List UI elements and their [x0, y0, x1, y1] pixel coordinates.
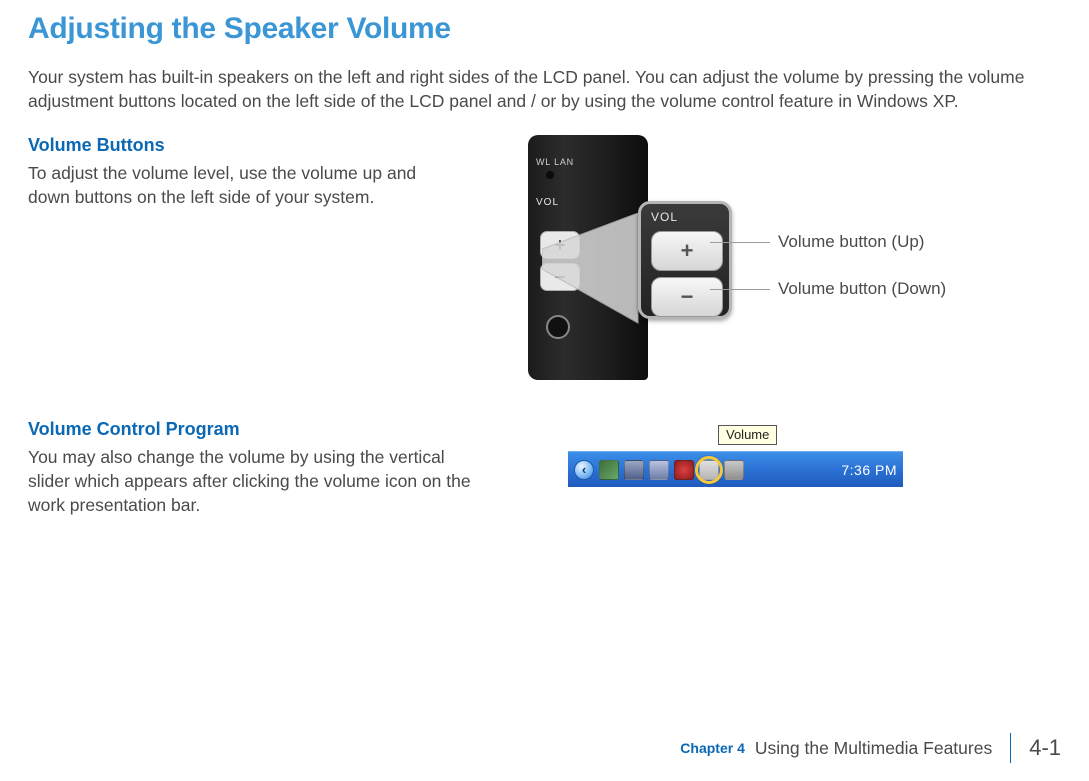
callout-vol-label: VOL [651, 210, 719, 224]
dial-icon [724, 460, 744, 480]
page-title: Adjusting the Speaker Volume [28, 12, 1061, 46]
label-volume-down: Volume button (Down) [778, 279, 946, 299]
section-volume-buttons: Volume Buttons To adjust the volume leve… [28, 135, 1061, 385]
leader-line-down [710, 289, 770, 290]
volume-control-heading: Volume Control Program [28, 419, 488, 440]
footer-chapter: Chapter 4 [680, 740, 745, 756]
shield-icon [674, 460, 694, 480]
intro-paragraph: Your system has built-in speakers on the… [28, 66, 1061, 113]
taskbar-figure: Volume ‹ 7:36 PM [568, 425, 948, 503]
callout-connector [542, 213, 652, 333]
volume-tooltip: Volume [718, 425, 777, 445]
footer-page-number: 4-1 [1029, 735, 1061, 761]
taskbar: ‹ 7:36 PM [568, 451, 903, 487]
device-figure: WL LAN VOL + − VOL + − Volume button (U [488, 135, 948, 385]
wl-lan-label: WL LAN [536, 157, 574, 167]
footer-section: Using the Multimedia Features [755, 738, 992, 759]
callout-volume-up: + [651, 231, 723, 271]
callout-volume-down: − [651, 277, 723, 317]
volume-buttons-body: To adjust the volume level, use the volu… [28, 162, 448, 209]
volume-buttons-heading: Volume Buttons [28, 135, 448, 156]
network-icon [599, 460, 619, 480]
volume-control-body: You may also change the volume by using … [28, 446, 488, 517]
highlight-ring [695, 456, 723, 484]
device-vol-label: VOL [536, 197, 574, 208]
section-volume-control-program: Volume Control Program You may also chan… [28, 419, 1061, 517]
indicator-dot [546, 171, 554, 179]
label-volume-up: Volume button (Up) [778, 232, 924, 252]
volume-callout: VOL + − [638, 201, 732, 319]
display-icon [649, 460, 669, 480]
leader-line-up [710, 242, 770, 243]
footer-separator [1010, 733, 1011, 763]
chevron-left-icon: ‹ [574, 460, 594, 480]
monitor-icon [624, 460, 644, 480]
taskbar-clock: 7:36 PM [841, 462, 897, 478]
page-footer: Chapter 4 Using the Multimedia Features … [680, 733, 1061, 763]
